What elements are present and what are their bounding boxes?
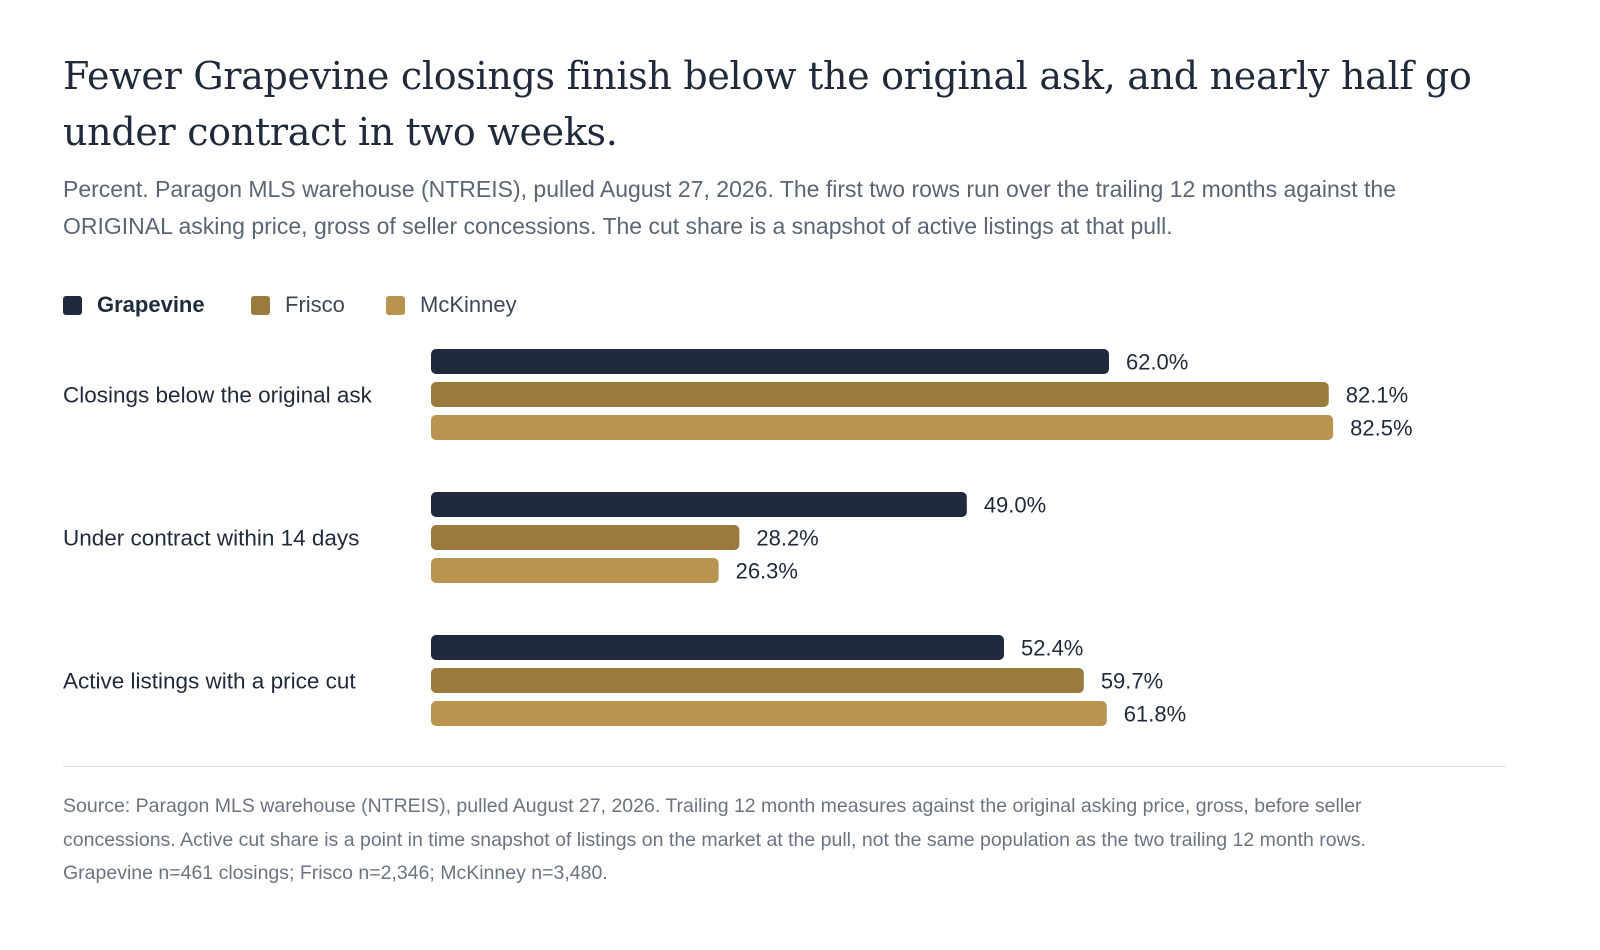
bar-value-label: 28.2% <box>756 526 818 551</box>
bar-frisco <box>431 525 740 550</box>
legend-label: McKinney <box>420 292 517 317</box>
source-line: Source: Paragon MLS warehouse (NTREIS), … <box>63 795 1362 817</box>
divider <box>63 766 1506 767</box>
category-group: Under contract within 14 days 49.0% 28.2% 2… <box>63 492 1046 584</box>
legend-item-grapevine: Grapevine <box>63 290 205 320</box>
bar-value-label: 52.4% <box>1021 636 1083 661</box>
bar-value-label: 82.5% <box>1350 416 1412 441</box>
bar-chart: Closings below the original ask 62.0% 82.1… <box>63 349 1413 727</box>
category-group: Closings below the original ask 62.0% 82.1… <box>63 349 1413 441</box>
chart-title: Fewer Grapevine closings finish below th… <box>63 48 1483 160</box>
bar-frisco <box>431 382 1329 407</box>
bar-mckinney <box>431 415 1334 440</box>
source-line: Grapevine n=461 closings; Frisco n=2,346… <box>63 862 608 884</box>
legend-label: Frisco <box>285 292 345 317</box>
bar-grapevine <box>431 635 1004 660</box>
source-line: concessions. Active cut share is a point… <box>63 828 1366 851</box>
legend-item-frisco: Frisco <box>251 290 345 320</box>
bar-value-label: 82.1% <box>1346 383 1408 408</box>
chart-subtitle: Percent. Paragon MLS warehouse (NTREIS),… <box>63 171 1523 245</box>
bar-grapevine <box>431 349 1109 374</box>
source-note: Source: Paragon MLS warehouse (NTREIS), … <box>63 790 1513 891</box>
bar-grapevine <box>431 492 967 517</box>
category-label: Under contract within 14 days <box>63 526 359 551</box>
legend-swatch-grapevine <box>63 295 82 315</box>
bar-value-label: 61.8% <box>1124 702 1186 727</box>
category-group: Active listings with a price cut 52.4% 59.… <box>63 635 1186 727</box>
bar-value-label: 49.0% <box>984 493 1046 518</box>
bar-mckinney <box>431 701 1107 726</box>
bar-mckinney <box>431 558 719 583</box>
subtitle-line: ORIGINAL asking price, gross of seller c… <box>63 213 1173 239</box>
category-label: Closings below the original ask <box>63 383 373 408</box>
category-label: Active listings with a price cut <box>63 669 356 694</box>
legend-swatch-frisco <box>251 295 270 315</box>
title-line: under contract in two weeks. <box>63 110 618 154</box>
subtitle-line: Percent. Paragon MLS warehouse (NTREIS),… <box>63 176 1397 202</box>
legend-item-mckinney: McKinney <box>386 290 517 320</box>
bar-value-label: 59.7% <box>1101 669 1163 694</box>
bar-value-label: 26.3% <box>736 559 798 584</box>
bar-value-label: 62.0% <box>1126 350 1188 375</box>
legend-swatch-mckinney <box>386 295 405 315</box>
legend-label: Grapevine <box>97 292 205 317</box>
title-line: Fewer Grapevine closings finish below th… <box>63 54 1472 98</box>
bar-frisco <box>431 668 1084 693</box>
